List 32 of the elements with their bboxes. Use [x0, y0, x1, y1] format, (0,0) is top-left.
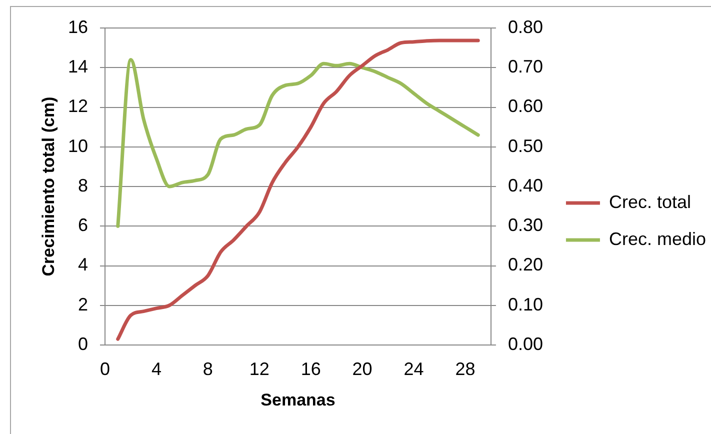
legend-label: Crec. medio: [608, 228, 706, 249]
legend-label: Crec. total: [608, 192, 691, 212]
x-axis-title: Semanas: [260, 390, 336, 410]
x-tick-label: 4: [151, 358, 162, 379]
y2-tick-label: 0.70: [508, 56, 544, 77]
y2-tick-label: 0.10: [508, 294, 544, 314]
y2-tick-label: 0.50: [508, 136, 544, 156]
line-series: [116, 58, 480, 228]
x-tick-label: 8: [202, 358, 213, 379]
y-tick-label: 14: [68, 56, 88, 77]
y-tick-label: 12: [68, 96, 88, 116]
y-tick-label: 4: [78, 254, 88, 275]
x-tick-label: 16: [300, 358, 321, 379]
y2-tick-label: 0.80: [508, 16, 544, 37]
y-tick-label: 2: [78, 294, 88, 314]
x-tick-label: 20: [352, 358, 372, 379]
y2-tick-label: 0.00: [508, 334, 544, 354]
y-tick-label: 8: [78, 175, 88, 196]
y-axis-title: Crecimiento total (cm): [38, 96, 58, 276]
x-tick-label: 24: [404, 358, 424, 379]
y2-tick-label: 0.60: [508, 96, 544, 116]
y-tick-label: 6: [78, 215, 88, 236]
x-tick-label: 12: [249, 358, 270, 379]
line-series: [116, 38, 480, 341]
y2-tick-label: 0.30: [508, 215, 544, 236]
y-tick-label: 10: [68, 136, 88, 156]
y-tick-label: 16: [68, 16, 88, 37]
y2-tick-label: 0.40: [508, 175, 544, 196]
y2-tick-label: 0.20: [508, 254, 544, 275]
x-tick-label: 0: [100, 358, 110, 379]
x-tick-label: 28: [455, 358, 476, 379]
y-tick-label: 0: [78, 334, 88, 354]
